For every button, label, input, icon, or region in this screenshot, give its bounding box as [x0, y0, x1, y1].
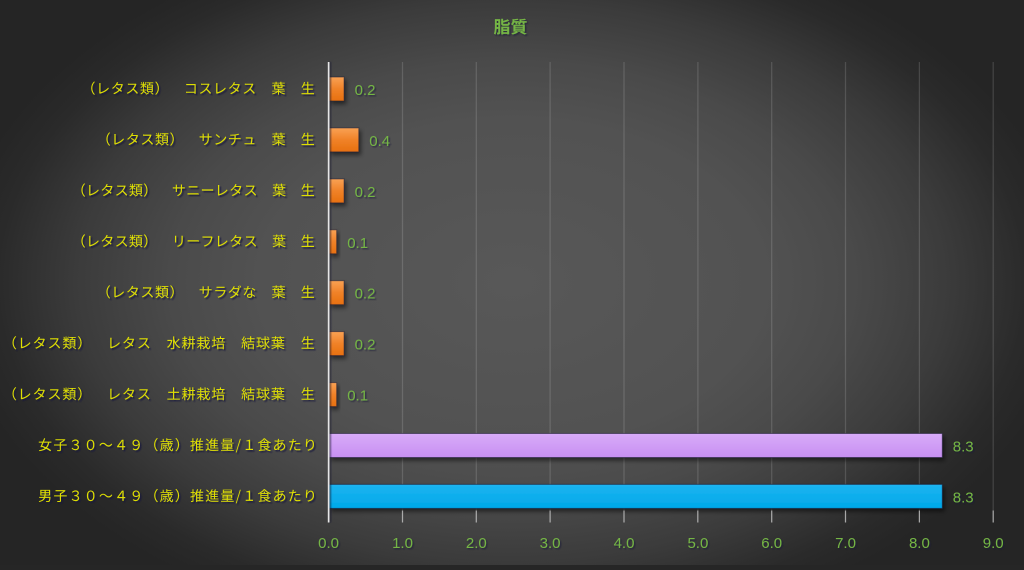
- svg-text:8.0: 8.0: [909, 535, 930, 552]
- svg-text:0.2: 0.2: [355, 337, 376, 354]
- svg-text:0.1: 0.1: [347, 235, 368, 252]
- svg-text:0.4: 0.4: [369, 133, 390, 150]
- svg-text:0.1: 0.1: [347, 388, 368, 405]
- svg-text:9.0: 9.0: [983, 535, 1004, 552]
- svg-text:5.0: 5.0: [687, 535, 708, 552]
- svg-text:8.3: 8.3: [953, 489, 974, 506]
- svg-text:0.2: 0.2: [355, 184, 376, 201]
- svg-text:7.0: 7.0: [835, 535, 856, 552]
- svg-text:6.0: 6.0: [761, 535, 782, 552]
- svg-text:0.2: 0.2: [355, 286, 376, 303]
- svg-text:2.0: 2.0: [466, 535, 487, 552]
- svg-text:0.0: 0.0: [318, 535, 339, 552]
- svg-text:1.0: 1.0: [392, 535, 413, 552]
- svg-text:0.2: 0.2: [355, 82, 376, 99]
- svg-text:8.3: 8.3: [953, 439, 974, 456]
- svg-text:4.0: 4.0: [614, 535, 635, 552]
- svg-text:3.0: 3.0: [540, 535, 561, 552]
